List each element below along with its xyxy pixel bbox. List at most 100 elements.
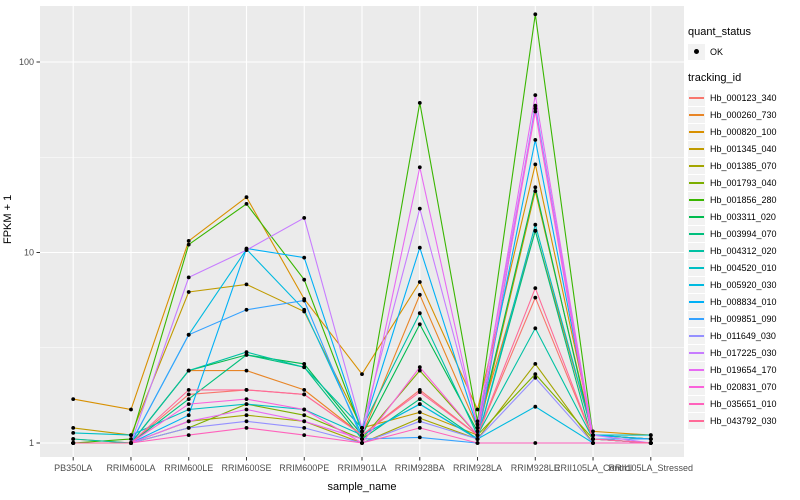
data-point (302, 433, 307, 437)
data-point (302, 277, 307, 282)
data-point (302, 419, 307, 424)
data-point (417, 365, 422, 370)
legend-line-swatch (689, 419, 704, 422)
data-point (475, 437, 480, 441)
data-point (302, 216, 307, 220)
legend-key-box (688, 242, 705, 259)
data-point (475, 422, 480, 427)
data-point (71, 426, 76, 430)
legend-line-swatch (689, 181, 704, 184)
legend-item-Hb_004520_010: Hb_004520_010 (688, 259, 798, 276)
legend-item-label: Hb_004520_010 (710, 262, 777, 273)
data-point (417, 280, 422, 284)
y-tick-label: 100 (19, 57, 34, 67)
data-point (533, 286, 538, 290)
legend-item-Hb_019654_170: Hb_019654_170 (688, 361, 798, 378)
legend-key-box (688, 208, 705, 225)
data-point (129, 441, 133, 445)
data-point (533, 189, 538, 194)
data-point (533, 103, 538, 108)
legend-item-Hb_005920_030: Hb_005920_030 (688, 276, 798, 293)
legend-key-box (688, 276, 705, 293)
legend-item-Hb_001793_040: Hb_001793_040 (688, 174, 798, 191)
data-point (129, 433, 133, 437)
legend-line-swatch (689, 266, 704, 269)
data-point (71, 431, 76, 435)
legend-item-quant-status-ok: OK (688, 43, 798, 60)
legend-item-Hb_008834_010: Hb_008834_010 (688, 293, 798, 310)
legend-key-box (688, 310, 705, 327)
x-tick-label: RRII105LA_Control (554, 463, 632, 473)
data-point (533, 106, 538, 111)
data-point (302, 365, 307, 370)
data-point (244, 397, 249, 401)
data-point (591, 441, 595, 445)
legend-item-label: Hb_004312_020 (710, 245, 777, 256)
legend-item-Hb_000260_730: Hb_000260_730 (688, 106, 798, 123)
x-tick-label: RRIM928LE (511, 463, 560, 473)
legend-line-swatch (689, 334, 704, 337)
legend-item-Hb_003994_070: Hb_003994_070 (688, 225, 798, 242)
data-point (533, 326, 538, 331)
data-point (360, 441, 364, 445)
legend-item-Hb_020831_070: Hb_020831_070 (688, 378, 798, 395)
data-point (417, 419, 422, 424)
data-point (244, 419, 249, 424)
legend-key-box (688, 174, 705, 191)
data-point (533, 222, 538, 227)
y-axis-title: FPKM + 1 (2, 194, 14, 244)
legend-item-label: Hb_003994_070 (710, 228, 777, 239)
data-point (417, 435, 422, 440)
data-point (417, 416, 422, 421)
data-point (186, 397, 191, 401)
legend-line-swatch (689, 300, 704, 303)
legend-title-quant-status: quant_status (688, 26, 751, 38)
data-point (591, 433, 595, 437)
legend-key-box (688, 361, 705, 378)
data-point (302, 413, 307, 418)
data-point (186, 433, 191, 437)
data-point (475, 419, 480, 424)
data-point (417, 410, 422, 415)
data-point (302, 426, 307, 430)
data-point (533, 109, 538, 114)
x-tick-label: RRIM600LE (164, 463, 213, 473)
data-point (244, 202, 249, 206)
data-point (186, 426, 191, 430)
data-point (186, 332, 191, 337)
data-point (417, 165, 422, 170)
data-point (186, 368, 191, 373)
data-point (244, 195, 249, 200)
legend-line-swatch (689, 368, 704, 371)
x-tick-label: RRIM600SE (221, 463, 271, 473)
legend-item-label: Hb_005920_030 (710, 279, 777, 290)
legend-line-swatch (689, 130, 704, 133)
legend-line-swatch (689, 385, 704, 388)
data-point (533, 138, 538, 142)
data-point (533, 93, 538, 97)
legend-item-label: Hb_011649_030 (710, 330, 776, 341)
legend-line-swatch (689, 96, 704, 99)
legend-key-box (688, 344, 705, 361)
legend-line-swatch (689, 113, 704, 116)
data-point (244, 282, 249, 287)
data-point (186, 275, 191, 280)
legend-item-label: Hb_008834_010 (710, 296, 777, 307)
data-point (417, 426, 422, 430)
x-tick-label: PB350LA (54, 463, 92, 473)
legend-title-tracking-id: tracking_id (688, 72, 742, 84)
legend-item-Hb_011649_030: Hb_011649_030 (688, 327, 798, 344)
data-point (186, 290, 191, 294)
legend-item-Hb_001385_070: Hb_001385_070 (688, 157, 798, 174)
data-point (533, 372, 538, 376)
data-point (533, 12, 538, 17)
data-point (533, 375, 538, 380)
legend-key-box (688, 327, 705, 344)
data-point (302, 307, 307, 312)
data-point (360, 372, 364, 376)
legend-item-label: Hb_017225_030 (710, 347, 777, 358)
data-point (591, 437, 595, 441)
data-point (360, 426, 364, 430)
legend-item-label: Hb_001793_040 (710, 177, 777, 188)
